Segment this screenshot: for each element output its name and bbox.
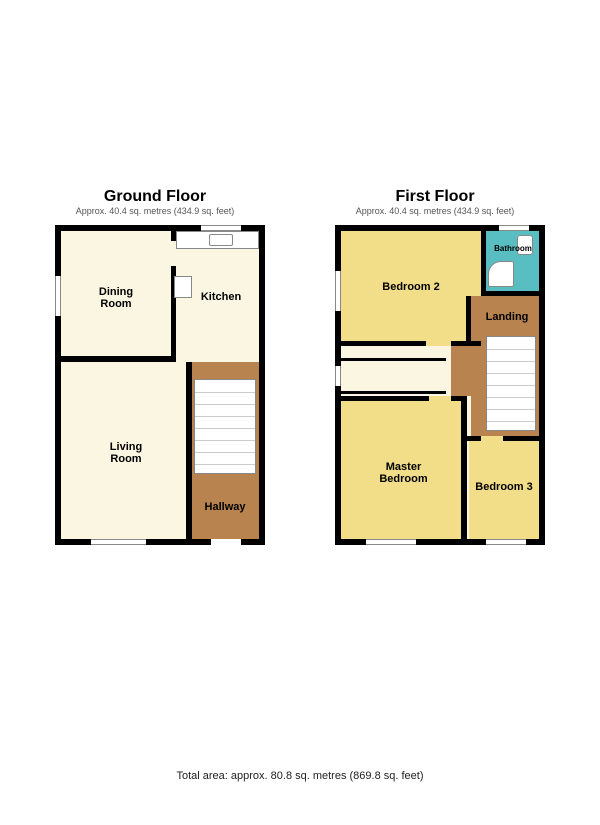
window-kitchen-top (201, 225, 241, 231)
landing-label-text: Landing (486, 311, 529, 323)
f-wall-corridor-top (341, 358, 446, 361)
f-wall-bed2-bottom (341, 341, 481, 346)
f-window-bed3 (486, 539, 526, 545)
hallway-label: Hallway (194, 501, 256, 513)
f-window-corridor (335, 366, 341, 386)
front-door (211, 539, 241, 545)
bathroom-label: Bathroom (488, 245, 538, 254)
dining-label: Dining Room (76, 286, 156, 310)
f-window-master (366, 539, 416, 545)
first-plan: Bedroom 2 Bathroom Landing Master Bedroo… (335, 225, 545, 545)
first-title-block: First Floor Approx. 40.4 sq. metres (434… (320, 188, 550, 216)
kitchen-label-text: Kitchen (201, 291, 241, 303)
landing-label: Landing (476, 311, 538, 323)
window-dining (55, 276, 61, 316)
wall-mid (61, 356, 176, 362)
f-wall-master-right (461, 396, 467, 539)
f-wall-bath-bottom (481, 291, 539, 296)
f-wall-bed3-top (467, 436, 539, 441)
living-label-text: Living Room (110, 441, 142, 465)
f-window-bed2 (335, 271, 341, 311)
f-wall-corridor-bot (341, 391, 446, 394)
ground-plan: Dining Room Kitchen Living Room Hallway (55, 225, 265, 545)
master-label: Master Bedroom (356, 461, 451, 485)
living-label: Living Room (81, 441, 171, 465)
bed2-label-text: Bedroom 2 (382, 281, 439, 293)
ground-subtitle: Approx. 40.4 sq. metres (434.9 sq. feet) (40, 206, 270, 216)
ground-title: Ground Floor (40, 188, 270, 206)
master-label-text: Master Bedroom (379, 461, 427, 485)
bed3-door-gap (481, 436, 503, 441)
bathroom-label-text: Bathroom (494, 244, 532, 253)
first-title: First Floor (320, 188, 550, 206)
f-wall-bath-left (481, 231, 486, 291)
bed2-door-gap (426, 341, 451, 346)
first-subtitle: Approx. 40.4 sq. metres (434.9 sq. feet) (320, 206, 550, 216)
ground-stairs (194, 379, 256, 474)
f-window-bath (499, 225, 529, 231)
master-door-gap (429, 396, 451, 401)
shower (488, 261, 514, 287)
window-living-bottom (91, 539, 146, 545)
kitchen-label: Kitchen (186, 291, 256, 303)
corridor (341, 361, 451, 391)
hallway-label-text: Hallway (205, 501, 246, 513)
ground-title-block: Ground Floor Approx. 40.4 sq. metres (43… (40, 188, 270, 216)
dining-label-text: Dining Room (99, 286, 133, 310)
landing-fill-2 (451, 341, 476, 396)
first-stairs (486, 336, 536, 431)
floorplan-page: Ground Floor Approx. 40.4 sq. metres (43… (0, 0, 600, 825)
bed2-label: Bedroom 2 (361, 281, 461, 293)
footer-text: Total area: approx. 80.8 sq. metres (869… (0, 770, 600, 782)
kitchen-sink (209, 234, 233, 246)
bed3-label-text: Bedroom 3 (475, 481, 532, 493)
f-wall-bed2-right (466, 296, 471, 344)
bed3-label: Bedroom 3 (469, 481, 539, 493)
